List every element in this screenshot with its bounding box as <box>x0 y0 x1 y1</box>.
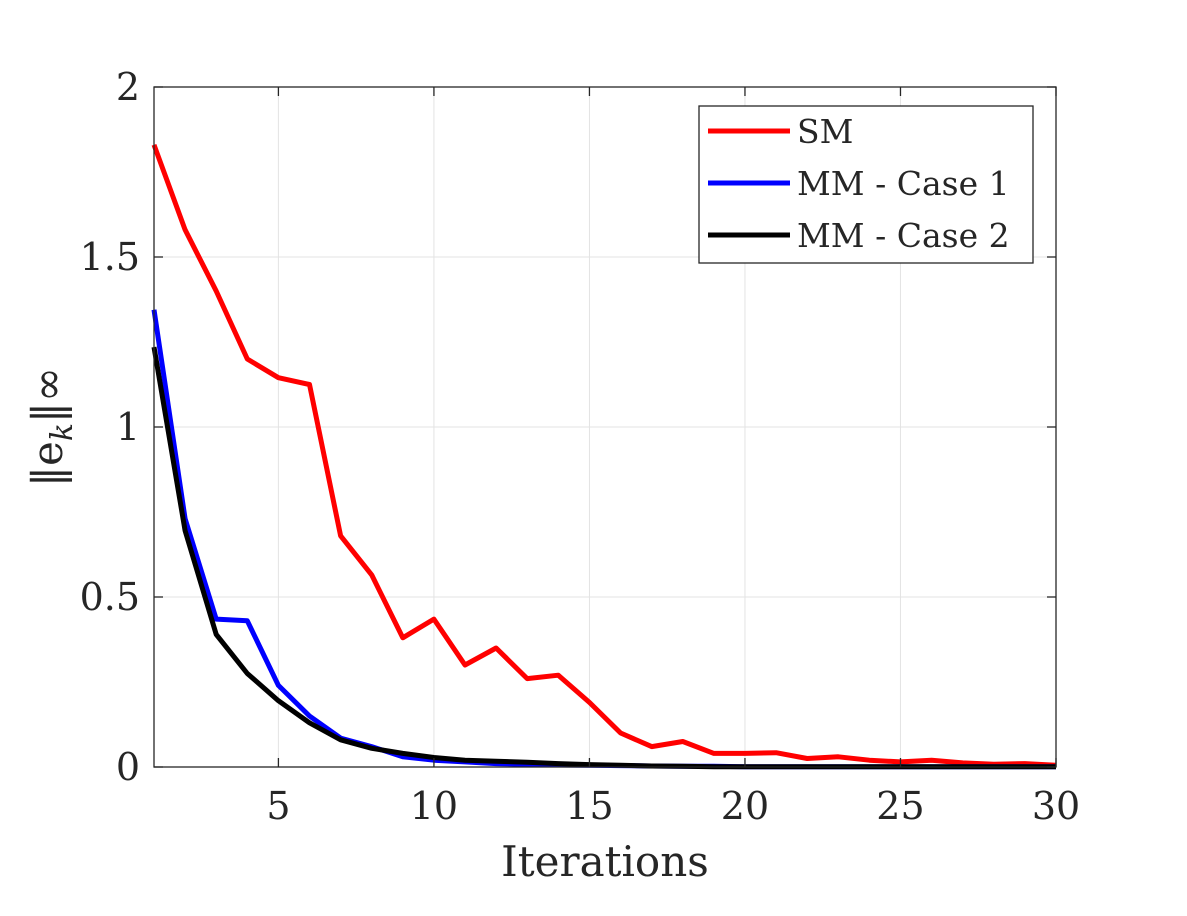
series-line-1 <box>151 143 1057 768</box>
x-tick-label: 10 <box>410 784 458 828</box>
y-tick-labels: 0 0.5 1 1.5 2 <box>80 65 140 789</box>
tick-marks <box>154 86 1057 768</box>
y-axis-title-suffix: ‖∞ <box>23 367 72 423</box>
y-tick-label: 1 <box>116 405 140 449</box>
x-tick-label: 20 <box>721 784 769 828</box>
y-axis-title-subscript: k <box>45 423 80 441</box>
x-tick-label: 15 <box>565 784 613 828</box>
legend-label-2: MM - Case 1 <box>797 164 1010 203</box>
legend-label-1: SM <box>797 112 853 151</box>
y-tick-label: 1.5 <box>80 235 140 279</box>
x-tick-label: 5 <box>266 784 290 828</box>
y-tick-label: 0.5 <box>80 575 140 619</box>
x-tick-labels: 5 10 15 20 25 30 <box>266 784 1080 828</box>
legend: SM MM - Case 1 MM - Case 2 <box>698 105 1034 264</box>
legend-label-3: MM - Case 2 <box>797 216 1010 255</box>
y-tick-label: 0 <box>116 745 140 789</box>
x-axis-title: Iterations <box>501 837 709 886</box>
y-axis-title-main: ‖e <box>23 441 72 487</box>
y-axis-title: ‖ek‖∞ <box>23 367 80 487</box>
y-tick-label: 2 <box>116 65 140 109</box>
x-tick-label: 30 <box>1032 784 1080 828</box>
x-tick-label: 25 <box>876 784 924 828</box>
